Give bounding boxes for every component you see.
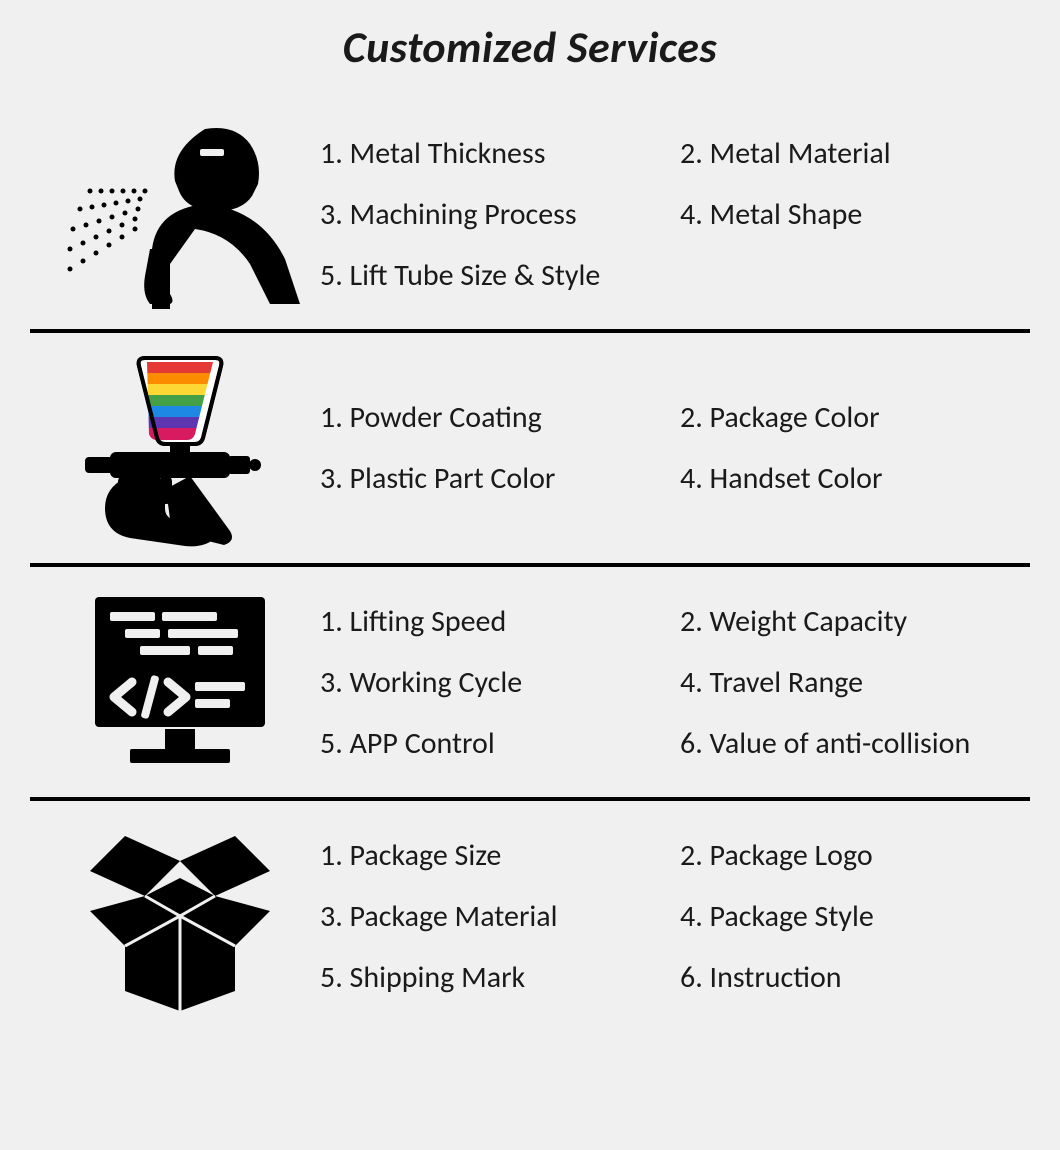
list-item: 5. APP Control bbox=[320, 724, 660, 763]
list-item: 6. Value of anti-collision bbox=[680, 724, 1020, 763]
list-item: 5. Lift Tube Size & Style bbox=[320, 256, 1020, 295]
list-item: 1. Metal Thickness bbox=[320, 134, 660, 173]
list-item: 1. Package Size bbox=[320, 836, 660, 875]
list-item: 6. Instruction bbox=[680, 958, 1020, 997]
welder-icon bbox=[40, 119, 320, 309]
list-item: 2. Weight Capacity bbox=[680, 602, 1020, 641]
open-box-icon bbox=[40, 821, 320, 1011]
section-software-items: 1. Lifting Speed 2. Weight Capacity 3. W… bbox=[320, 602, 1020, 763]
section-packaging: 1. Package Size 2. Package Logo 3. Packa… bbox=[30, 801, 1030, 1031]
list-item: 4. Handset Color bbox=[680, 459, 1020, 498]
list-item: 3. Package Material bbox=[320, 897, 660, 936]
list-item: 1. Lifting Speed bbox=[320, 602, 660, 641]
list-item: 2. Metal Material bbox=[680, 134, 1020, 173]
list-item: 4. Metal Shape bbox=[680, 195, 1020, 234]
section-welding-items: 1. Metal Thickness 2. Metal Material 3. … bbox=[320, 134, 1020, 295]
list-item: 2. Package Color bbox=[680, 398, 1020, 437]
section-painting: 1. Powder Coating 2. Package Color 3. Pl… bbox=[30, 333, 1030, 563]
list-item: 4. Travel Range bbox=[680, 663, 1020, 702]
section-painting-items: 1. Powder Coating 2. Package Color 3. Pl… bbox=[320, 398, 1020, 498]
section-welding: 1. Metal Thickness 2. Metal Material 3. … bbox=[30, 99, 1030, 329]
page-title: Customized Services bbox=[30, 20, 1030, 74]
code-monitor-icon bbox=[40, 587, 320, 777]
list-item: 2. Package Logo bbox=[680, 836, 1020, 875]
list-item: 5. Shipping Mark bbox=[320, 958, 660, 997]
spraygun-icon bbox=[40, 353, 320, 543]
list-item: 3. Machining Process bbox=[320, 195, 660, 234]
list-item: 1. Powder Coating bbox=[320, 398, 660, 437]
list-item: 4. Package Style bbox=[680, 897, 1020, 936]
infographic-page: Customized Services bbox=[0, 0, 1060, 1041]
section-packaging-items: 1. Package Size 2. Package Logo 3. Packa… bbox=[320, 836, 1020, 997]
list-item: 3. Working Cycle bbox=[320, 663, 660, 702]
section-software: 1. Lifting Speed 2. Weight Capacity 3. W… bbox=[30, 567, 1030, 797]
list-item: 3. Plastic Part Color bbox=[320, 459, 660, 498]
